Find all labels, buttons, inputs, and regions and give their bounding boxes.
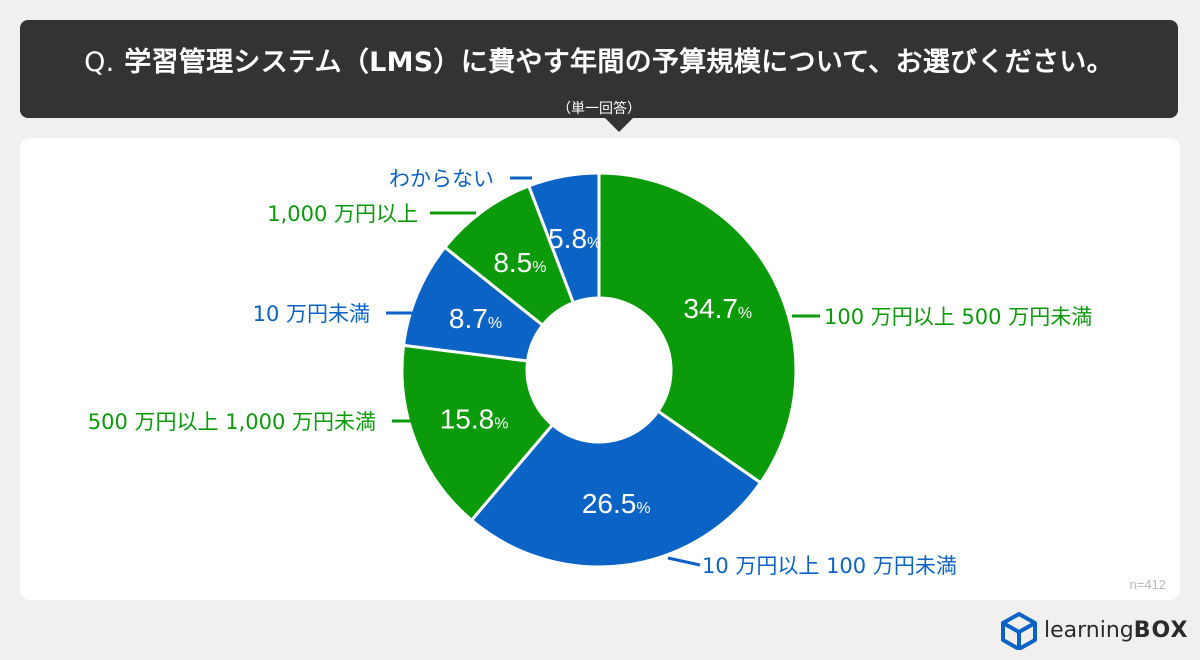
slice-value-number: 15.8 bbox=[440, 404, 495, 435]
slice-value-label-2: 26.5% bbox=[582, 488, 651, 519]
slice-value-number: 8.7 bbox=[449, 303, 488, 334]
question-title: 学習管理システム（LMS）に費やす年間の予算規模について、お選びください。 bbox=[124, 47, 1114, 78]
category-label-4: 10 万円未満 bbox=[253, 302, 370, 326]
sample-size: n=412 bbox=[1129, 577, 1166, 592]
slice-value-number: 8.5 bbox=[493, 247, 532, 278]
chart-card: 34.7% 100 万円以上 500 万円未満 26.5% 10 万円以上 100 万… bbox=[20, 138, 1180, 600]
slice-value-number: 34.7 bbox=[683, 293, 738, 324]
donut-slice-1 bbox=[597, 171, 798, 485]
slice-value-label-4: 8.7% bbox=[449, 303, 502, 334]
category-label-1: 100 万円以上 500 万円未満 bbox=[824, 305, 1092, 329]
slice-value-unit: % bbox=[494, 416, 508, 433]
slice-value-label-6: 5.8% bbox=[548, 223, 601, 254]
donut-slice-3 bbox=[400, 343, 555, 523]
slice-value-unit: % bbox=[636, 500, 650, 517]
brand-name-light: learning bbox=[1044, 618, 1134, 643]
slice-value-number: 26.5 bbox=[582, 488, 637, 519]
slice-value-number: 5.8 bbox=[548, 223, 587, 254]
leader-line-2 bbox=[667, 556, 701, 567]
slice-value-unit: % bbox=[532, 259, 546, 276]
donut-chart: 34.7% 100 万円以上 500 万円未満 26.5% 10 万円以上 100 万… bbox=[88, 167, 1092, 578]
category-label-6: わからない bbox=[389, 167, 494, 191]
slice-value-label-3: 15.8% bbox=[440, 404, 509, 435]
brand-name-bold: BOX bbox=[1133, 618, 1189, 643]
banner-pointer bbox=[605, 118, 633, 132]
category-label-2: 10 万円以上 100 万円未満 bbox=[702, 554, 957, 578]
question-prefix: Q. bbox=[84, 47, 115, 78]
category-label-3: 500 万円以上 1,000 万円未満 bbox=[88, 410, 376, 434]
brand-logo: learningBOX bbox=[1000, 612, 1188, 651]
cube-logo-icon bbox=[1001, 612, 1037, 651]
slice-value-unit: % bbox=[488, 315, 502, 332]
slice-value-label-1: 34.7% bbox=[683, 293, 752, 324]
question-banner: Q. 学習管理システム（LMS）に費やす年間の予算規模について、お選びください。… bbox=[20, 20, 1178, 132]
slice-value-unit: % bbox=[587, 235, 601, 252]
question-subtitle: （単一回答） bbox=[557, 101, 641, 117]
question-title-line: Q. 学習管理システム（LMS）に費やす年間の予算規模について、お選びください。 bbox=[20, 40, 1178, 79]
brand-name: learningBOX bbox=[1044, 618, 1188, 643]
category-label-5: 1,000 万円以上 bbox=[267, 202, 418, 226]
donut-slice-2 bbox=[469, 409, 763, 569]
slice-value-label-5: 8.5% bbox=[493, 247, 546, 278]
slice-value-unit: % bbox=[738, 305, 752, 322]
donut-slice-6 bbox=[526, 171, 601, 305]
